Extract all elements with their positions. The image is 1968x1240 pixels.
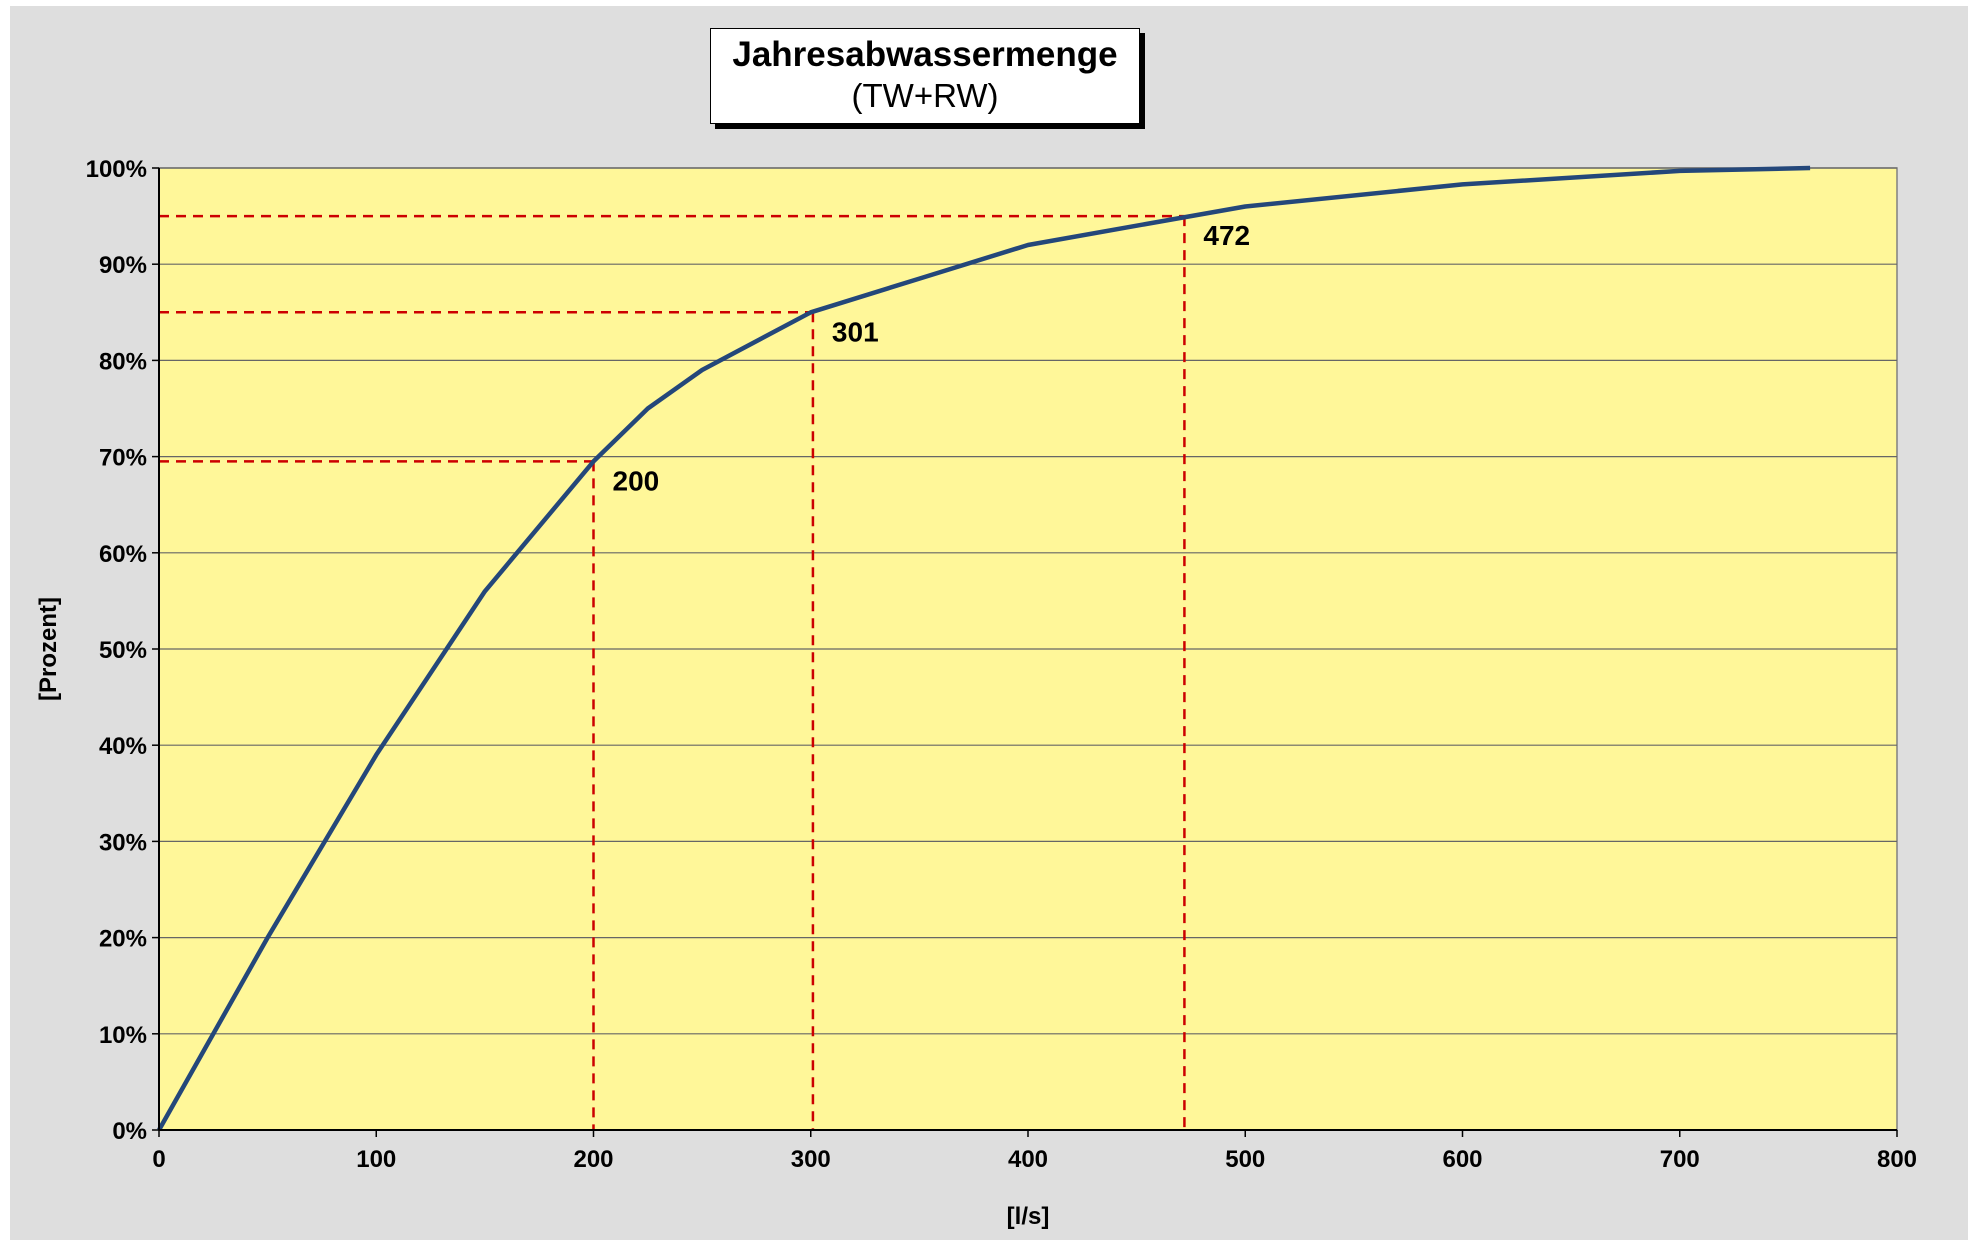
x-axis-title: [l/s] bbox=[1007, 1203, 1050, 1230]
chart-area: 0 100 200 300 400 500 600 700 800 0% 10% 20% 30% 40%… bbox=[10, 6, 1968, 1240]
chart-subtitle: (TW+RW) bbox=[851, 77, 999, 114]
annotations: 200 301 472 bbox=[613, 220, 1251, 496]
chart-title-box: Jahresabwassermenge (TW+RW) bbox=[710, 28, 1140, 124]
y-tick-labels: 0% 10% 20% 30% 40% 50% 60% 70% 80% 90% 100% bbox=[86, 156, 159, 1145]
y-tick-label: 80% bbox=[99, 348, 147, 375]
x-tick-labels: 0 100 200 300 400 500 600 700 800 bbox=[152, 1130, 1917, 1173]
line-chart: 0 100 200 300 400 500 600 700 800 0% 10% 20% 30% 40%… bbox=[35, 156, 1917, 1230]
x-tick-label: 400 bbox=[1008, 1146, 1048, 1173]
annotation-label: 301 bbox=[832, 316, 879, 347]
y-tick-label: 20% bbox=[99, 926, 147, 953]
grid-lines bbox=[159, 167, 1897, 1035]
series-line bbox=[157, 165, 1811, 1132]
y-tick-label: 40% bbox=[99, 733, 147, 760]
x-tick-label: 0 bbox=[152, 1146, 165, 1173]
x-tick-label: 700 bbox=[1660, 1146, 1700, 1173]
y-tick-label: 70% bbox=[99, 445, 147, 472]
y-tick-label: 60% bbox=[99, 541, 147, 568]
reference-lines bbox=[159, 214, 1186, 1130]
x-tick-label: 800 bbox=[1877, 1146, 1917, 1173]
annotation-label: 200 bbox=[613, 465, 660, 496]
x-tick-label: 200 bbox=[573, 1146, 613, 1173]
x-tick-label: 300 bbox=[791, 1146, 831, 1173]
chart-title: Jahresabwassermenge bbox=[732, 35, 1118, 74]
x-tick-label: 100 bbox=[356, 1146, 396, 1173]
y-axis-title: [Prozent] bbox=[35, 597, 62, 701]
y-tick-label: 10% bbox=[99, 1022, 147, 1049]
y-tick-label: 30% bbox=[99, 829, 147, 856]
annotation-label: 472 bbox=[1203, 220, 1250, 251]
y-tick-label: 50% bbox=[99, 637, 147, 664]
y-tick-label: 100% bbox=[86, 156, 147, 183]
x-tick-label: 600 bbox=[1442, 1146, 1482, 1173]
y-tick-label: 0% bbox=[112, 1118, 147, 1145]
x-tick-label: 500 bbox=[1225, 1146, 1265, 1173]
y-tick-label: 90% bbox=[99, 252, 147, 279]
